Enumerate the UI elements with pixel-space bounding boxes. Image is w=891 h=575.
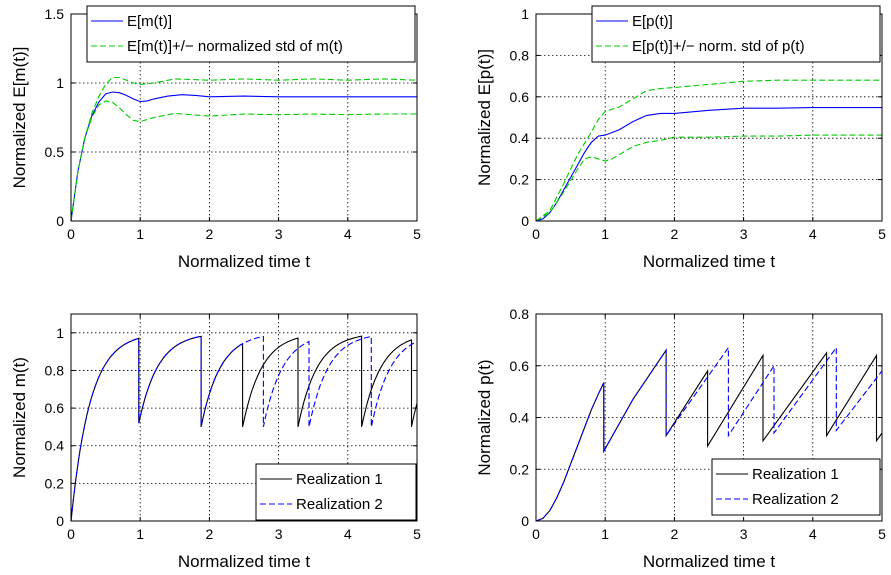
series-line-2 bbox=[70, 76, 418, 222]
y-tick-label: 0.6 bbox=[510, 358, 530, 374]
series-line-2 bbox=[535, 345, 883, 522]
series-line-3 bbox=[70, 100, 417, 222]
legend: E[p(t)] E[p(t)]+/− norm. std of p(t) bbox=[591, 5, 881, 63]
legend-label: E[m(t)]+/− normalized std of m(t) bbox=[127, 38, 343, 55]
x-tick-label: 0 bbox=[532, 226, 540, 242]
chart-panel-2: 0 1 2 3 4 5 0 0.2 0.4 0.6 0.8 1 Normalized time t Nor… bbox=[475, 5, 886, 271]
y-tick-label: 1 bbox=[56, 325, 64, 341]
x-tick-label: 0 bbox=[67, 526, 75, 542]
legend-label: Realization 2 bbox=[752, 491, 839, 508]
legend-box bbox=[255, 463, 417, 521]
x-tick-label: 0 bbox=[532, 526, 540, 542]
x-tick-label: 1 bbox=[136, 226, 144, 242]
x-tick-label: 0 bbox=[67, 226, 75, 242]
legend: Realization 1 Realization 2 bbox=[255, 463, 417, 521]
y-tick-label: 0.6 bbox=[510, 89, 530, 105]
x-tick-label: 1 bbox=[601, 226, 609, 242]
y-tick-label: 0.2 bbox=[45, 475, 65, 491]
x-tick-label: 2 bbox=[671, 226, 679, 242]
y-tick-label: 0 bbox=[56, 513, 64, 529]
x-tick-label: 5 bbox=[878, 526, 886, 542]
y-tick-label: 1 bbox=[521, 6, 529, 22]
y-tick-label: 0.2 bbox=[510, 461, 530, 477]
y-axis-label: Normalized E[p(t)] bbox=[475, 49, 494, 186]
y-tick-label: 0 bbox=[521, 513, 529, 529]
legend-label: E[p(t)] bbox=[632, 13, 673, 30]
chart-panel-4: 0 1 2 3 4 5 0 0.2 0.4 0.6 0.8 Normalized time t Norm… bbox=[475, 306, 886, 571]
legend-box bbox=[711, 458, 881, 516]
chart-panel-1: 0 1 2 3 4 5 0 0.5 1 1.5 Normalized time t Normalize… bbox=[10, 5, 421, 271]
axes-frame bbox=[70, 313, 418, 522]
legend-label: E[m(t)] bbox=[127, 13, 172, 30]
y-axis-label: Normalized p(t) bbox=[475, 359, 494, 475]
y-tick-label: 0.5 bbox=[45, 144, 65, 160]
y-tick-label: 1 bbox=[56, 75, 64, 91]
x-axis-label: Normalized time t bbox=[178, 252, 311, 271]
x-tick-label: 4 bbox=[344, 226, 352, 242]
x-axis-label: Normalized time t bbox=[178, 552, 311, 571]
y-axis-label: Normalized E[m(t)] bbox=[10, 47, 29, 189]
x-tick-label: 2 bbox=[206, 526, 214, 542]
y-tick-label: 0.4 bbox=[510, 410, 530, 426]
x-tick-label: 2 bbox=[206, 226, 214, 242]
x-tick-label: 4 bbox=[344, 526, 352, 542]
x-tick-label: 3 bbox=[740, 226, 748, 242]
legend: Realization 1 Realization 2 bbox=[711, 458, 881, 516]
y-tick-label: 0.8 bbox=[45, 362, 65, 378]
y-tick-label: 0.8 bbox=[510, 306, 530, 322]
series-line-2 bbox=[535, 79, 882, 222]
legend-label: Realization 1 bbox=[752, 466, 839, 483]
y-tick-label: 0.8 bbox=[510, 47, 530, 63]
y-tick-label: 0.2 bbox=[510, 172, 530, 188]
legend-box bbox=[86, 5, 416, 63]
x-tick-label: 1 bbox=[601, 526, 609, 542]
grid bbox=[536, 14, 882, 221]
x-tick-label: 5 bbox=[413, 526, 421, 542]
chart-panel-3: 0 1 2 3 4 5 0 0.2 0.4 0.6 0.8 1 Normalized time t Nor… bbox=[10, 313, 421, 571]
x-axis-label: Normalized time t bbox=[643, 252, 776, 271]
x-tick-label: 4 bbox=[809, 526, 817, 542]
y-tick-label: 0.4 bbox=[45, 438, 65, 454]
series-line-3 bbox=[535, 134, 882, 222]
legend: E[m(t)] E[m(t)]+/− normalized std of m(t) bbox=[86, 5, 416, 63]
series-line-1 bbox=[535, 107, 882, 222]
y-tick-label: 0.4 bbox=[510, 130, 530, 146]
y-tick-label: 0 bbox=[521, 213, 529, 229]
legend-box bbox=[591, 5, 881, 63]
y-tick-label: 0.6 bbox=[45, 400, 65, 416]
x-tick-label: 2 bbox=[671, 526, 679, 542]
y-tick-label: 1.5 bbox=[45, 6, 65, 22]
series-line-1 bbox=[70, 91, 417, 222]
x-tick-label: 3 bbox=[275, 226, 283, 242]
y-axis-label: Normalized m(t) bbox=[10, 357, 29, 478]
legend-label: E[p(t)]+/− norm. std of p(t) bbox=[632, 38, 805, 55]
x-tick-label: 4 bbox=[809, 226, 817, 242]
x-axis-label: Normalized time t bbox=[643, 552, 776, 571]
legend-label: Realization 2 bbox=[296, 496, 383, 513]
x-tick-label: 3 bbox=[275, 526, 283, 542]
grid bbox=[71, 14, 417, 221]
legend-label: Realization 1 bbox=[296, 471, 383, 488]
x-tick-label: 5 bbox=[413, 226, 421, 242]
y-tick-label: 0 bbox=[56, 213, 64, 229]
x-tick-label: 1 bbox=[136, 526, 144, 542]
x-tick-label: 5 bbox=[878, 226, 886, 242]
series-line-2 bbox=[70, 335, 418, 522]
x-tick-label: 3 bbox=[740, 526, 748, 542]
